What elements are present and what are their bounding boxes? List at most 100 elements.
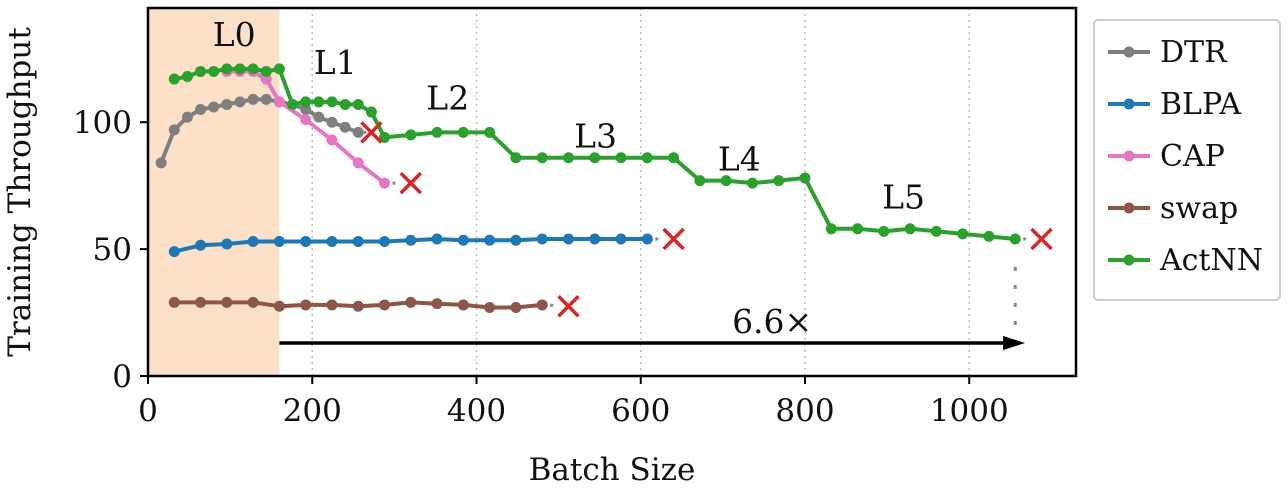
legend-label: ActNN bbox=[1159, 243, 1263, 278]
data-point-blpa bbox=[168, 246, 180, 258]
data-point-swap bbox=[484, 301, 496, 313]
data-point-swap bbox=[457, 299, 469, 311]
data-point-actnn bbox=[668, 152, 680, 164]
oom-marker-swap bbox=[557, 294, 580, 318]
data-point-blpa bbox=[431, 233, 443, 245]
oom-marker-dtr bbox=[360, 121, 383, 144]
data-point-actnn bbox=[904, 223, 916, 235]
annotation-label: L3 bbox=[574, 117, 617, 156]
data-point-dtr bbox=[221, 98, 233, 110]
y-tick-label: 100 bbox=[73, 105, 132, 141]
data-point-dtr bbox=[352, 126, 364, 138]
data-point-swap bbox=[300, 299, 312, 311]
data-point-swap bbox=[221, 296, 233, 308]
data-point-actnn bbox=[615, 152, 627, 164]
data-point-dtr bbox=[155, 157, 167, 169]
data-point-cap bbox=[352, 157, 364, 169]
grid-lines bbox=[311, 8, 970, 376]
annotations: L0 L1 L2 L3 L4 L5 6.6× bbox=[213, 15, 1026, 351]
data-point-cap bbox=[260, 73, 272, 85]
series-layer bbox=[155, 63, 1021, 313]
oom-marker-blpa bbox=[662, 227, 685, 251]
legend-swatch-dot bbox=[1123, 150, 1135, 162]
x-tick-label: 600 bbox=[611, 393, 670, 429]
data-point-actnn bbox=[365, 106, 377, 118]
data-point-actnn bbox=[181, 71, 193, 83]
data-point-swap bbox=[536, 299, 548, 311]
data-point-dtr bbox=[339, 121, 351, 133]
data-point-swap bbox=[379, 299, 391, 311]
data-point-cap bbox=[300, 114, 312, 126]
data-point-actnn bbox=[300, 96, 312, 108]
legend[interactable]: DTR BLPA CAP swap ActNN bbox=[1093, 19, 1281, 301]
data-point-actnn bbox=[431, 126, 443, 138]
data-point-cap bbox=[273, 96, 285, 108]
data-point-actnn bbox=[313, 96, 325, 108]
oom-marker-actnn bbox=[1030, 227, 1053, 251]
data-point-blpa bbox=[379, 235, 391, 247]
data-point-blpa bbox=[536, 233, 548, 245]
data-point-actnn bbox=[825, 223, 837, 235]
x-tick-label: 200 bbox=[283, 393, 342, 429]
data-point-blpa bbox=[326, 235, 338, 247]
data-point-blpa bbox=[300, 235, 312, 247]
data-point-dtr bbox=[195, 104, 207, 116]
y-axis-title: Training Throughput bbox=[2, 27, 38, 357]
y-tick-label: 50 bbox=[93, 232, 132, 268]
legend-swatch-dot bbox=[1123, 98, 1135, 110]
speedup-arrow-head bbox=[1003, 336, 1026, 351]
data-point-actnn bbox=[1009, 233, 1021, 245]
annotation-label: L0 bbox=[213, 15, 256, 54]
data-point-blpa bbox=[405, 234, 417, 246]
oom-marker-cap bbox=[399, 171, 423, 195]
series-line-dtr bbox=[159, 97, 359, 164]
data-point-swap bbox=[168, 296, 180, 308]
x-tick-label: 1000 bbox=[930, 393, 1009, 429]
data-point-actnn bbox=[510, 152, 522, 164]
data-point-swap bbox=[431, 298, 443, 310]
data-point-actnn bbox=[234, 63, 246, 75]
legend-box bbox=[1093, 19, 1281, 301]
x-tick-label: 800 bbox=[775, 393, 834, 429]
data-point-actnn bbox=[983, 230, 995, 242]
data-point-actnn bbox=[536, 152, 548, 164]
data-point-actnn bbox=[457, 126, 469, 138]
oom-link-swap bbox=[549, 303, 555, 308]
legend-label: CAP bbox=[1160, 139, 1225, 174]
y-tick-label: 0 bbox=[112, 359, 132, 395]
annotation-label: L2 bbox=[426, 79, 469, 118]
plot-frame bbox=[146, 6, 1078, 378]
data-point-swap bbox=[352, 300, 364, 312]
data-point-cap bbox=[379, 177, 391, 189]
axes: 0 200 400 600 800 1000 0 50 100 bbox=[73, 105, 1009, 429]
data-point-blpa bbox=[562, 233, 574, 245]
data-point-blpa bbox=[221, 238, 233, 250]
data-point-blpa bbox=[247, 235, 259, 247]
data-point-actnn bbox=[221, 63, 233, 75]
data-point-actnn bbox=[168, 73, 180, 85]
legend-label: swap bbox=[1160, 191, 1238, 226]
x-tick-label: 400 bbox=[447, 393, 506, 429]
data-point-actnn bbox=[260, 65, 272, 77]
data-point-actnn bbox=[589, 152, 601, 164]
data-point-actnn bbox=[930, 225, 942, 237]
data-point-dtr bbox=[247, 93, 259, 105]
annotation-label: L5 bbox=[882, 177, 925, 216]
data-point-actnn bbox=[878, 225, 890, 237]
data-point-swap bbox=[405, 296, 417, 308]
data-point-blpa bbox=[615, 233, 627, 245]
shaded-region bbox=[148, 8, 280, 376]
annotation-label: L1 bbox=[314, 43, 357, 82]
data-point-actnn bbox=[326, 96, 338, 108]
data-point-dtr bbox=[168, 124, 180, 136]
data-point-actnn bbox=[799, 172, 811, 184]
legend-label: DTR bbox=[1160, 35, 1228, 70]
data-point-blpa bbox=[484, 234, 496, 246]
data-point-blpa bbox=[273, 235, 285, 247]
data-point-blpa bbox=[641, 233, 653, 245]
data-point-actnn bbox=[273, 63, 285, 75]
data-point-swap bbox=[247, 296, 259, 308]
oom-markers bbox=[357, 121, 1053, 318]
data-point-blpa bbox=[457, 234, 469, 246]
